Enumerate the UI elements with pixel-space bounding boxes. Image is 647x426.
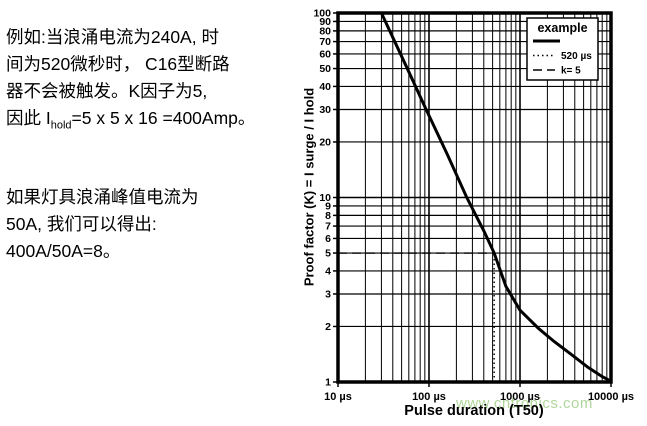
y-axis-title: Proof factor (K) = I surge / I hold — [301, 87, 317, 287]
y-tick-label: 8 — [325, 210, 331, 222]
y-tick-label: 60 — [319, 48, 331, 60]
p2-line3: 400A/50A=8。 — [6, 240, 121, 261]
p2-line1: 如果灯具浪涌峰值电流为 — [6, 186, 199, 207]
p1-line3: 器不会被触发。K因子为5, — [6, 81, 208, 101]
ihold-formula: =5 x 5 x 16 =400Amp。 — [71, 108, 256, 128]
x-tick-label: 10 µs — [324, 391, 352, 403]
p1-line2: 间为520微秒时， C16型断路 — [6, 54, 230, 74]
y-tick-label: 7 — [325, 221, 331, 233]
paragraph-result: 如果灯具浪涌峰值电流为 50A, 我们可以得出: 400A/50A=8。 — [6, 184, 302, 265]
y-tick-label: 80 — [319, 25, 331, 37]
p1-line4: 因此 Ihold=5 x 5 x 16 =400Amp。 — [6, 108, 256, 132]
x-tick-label: 10000 µs — [588, 391, 634, 403]
paragraph-example: 例如:当浪涌电流为240A, 时 间为520微秒时， C16型断路 器不会被触发… — [6, 24, 302, 140]
legend-label: k= 5 — [561, 66, 581, 77]
ihold-subscript: hold — [50, 119, 72, 132]
y-tick-label: 3 — [325, 288, 331, 300]
x-tick-label: 1000 µs — [500, 391, 540, 403]
legend-label: 520 µs — [561, 51, 592, 62]
watermark: www.cntronics.com — [456, 395, 593, 412]
x-axis-title: Pulse duration (T50) — [404, 403, 544, 419]
series-example-curve — [380, 12, 612, 383]
y-tick-label: 5 — [325, 248, 331, 260]
y-tick-label: 6 — [325, 233, 331, 245]
y-tick-label: 10 — [319, 192, 331, 204]
y-tick-label: 30 — [319, 104, 331, 116]
y-tick-label: 9 — [325, 200, 331, 212]
y-tick-label: 100 — [313, 8, 331, 20]
y-tick-label: 2 — [325, 321, 331, 333]
legend-title: example — [537, 21, 587, 35]
plot-frame — [336, 11, 613, 384]
y-tick-label: 90 — [319, 16, 331, 28]
y-tick-label: 20 — [319, 136, 331, 148]
x-tick-label: 100 µs — [412, 391, 446, 403]
explanation-text: 例如:当浪涌电流为240A, 时 间为520微秒时， C16型断路 器不会被触发… — [6, 24, 302, 265]
y-tick-label: 40 — [319, 81, 331, 93]
p1-line1: 例如:当浪涌电流为240A, 时 — [6, 27, 219, 47]
y-tick-label: 1 — [325, 377, 331, 389]
y-tick-label: 70 — [319, 36, 331, 48]
ihold-prefix: 因此 I — [6, 108, 51, 128]
p2-line2: 50A, 我们可以得出: — [6, 213, 157, 234]
y-tick-label: 4 — [325, 265, 331, 277]
y-tick-label: 50 — [319, 63, 331, 75]
